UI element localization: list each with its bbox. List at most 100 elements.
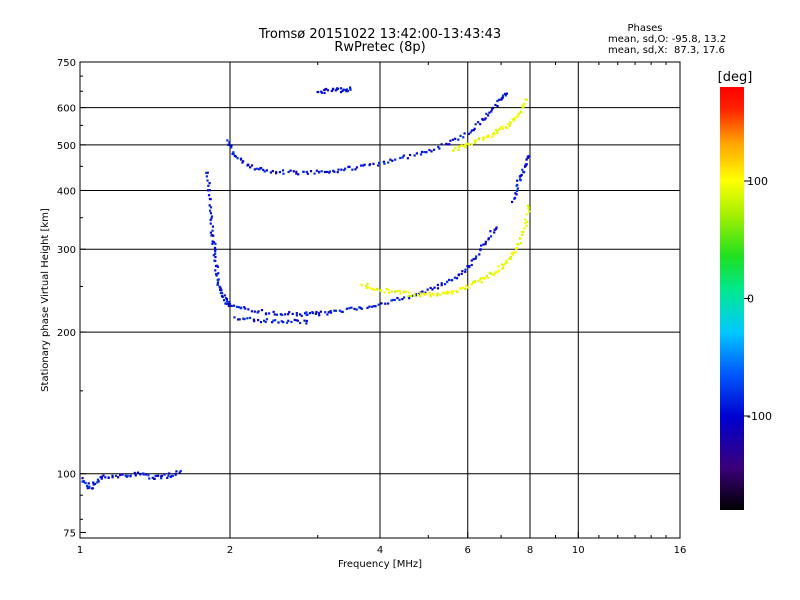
echo-point (227, 143, 230, 146)
echo-point (496, 99, 499, 103)
echo-point (216, 264, 219, 267)
echo-point (377, 303, 380, 306)
echo-point (404, 290, 407, 293)
echo-point (409, 294, 413, 298)
echo-point (252, 318, 256, 321)
echo-point (353, 307, 356, 311)
echo-point (142, 473, 145, 476)
echo-point (448, 143, 451, 146)
echo-point (494, 227, 498, 231)
echo-point (166, 476, 169, 479)
echo-point (117, 476, 120, 479)
echo-point (214, 269, 217, 272)
echo-point (160, 474, 164, 477)
echo-point (457, 138, 460, 141)
echo-point (484, 240, 487, 243)
y-tick-label: 100 (57, 470, 76, 481)
echo-point (487, 276, 490, 280)
echo-point (493, 271, 496, 275)
echo-point (211, 240, 214, 243)
echo-point (477, 137, 481, 140)
echo-point (212, 254, 215, 257)
echo-point (509, 122, 512, 125)
echo-point (421, 290, 424, 293)
echo-point (233, 316, 236, 319)
echo-point (451, 138, 455, 141)
echo-point (328, 170, 331, 173)
echo-point (438, 147, 441, 150)
x-tick-label: 1 (77, 545, 83, 556)
echo-point (208, 189, 211, 192)
echo-point (289, 169, 292, 172)
echo-point (449, 139, 452, 142)
echo-point (474, 141, 477, 144)
echo-point (329, 309, 332, 313)
echo-point (487, 114, 490, 117)
echo-point (214, 248, 217, 251)
echo-point (174, 472, 177, 476)
echo-point (508, 124, 511, 127)
echo-point (399, 156, 402, 160)
echo-point (88, 486, 91, 489)
echo-point (209, 231, 212, 234)
echo-point (451, 292, 454, 295)
echo-point (216, 278, 219, 281)
echo-point (384, 302, 387, 305)
echo-point (319, 310, 322, 313)
echo-point (513, 117, 516, 121)
echo-point (218, 285, 221, 288)
echo-point (460, 287, 464, 290)
echo-point (474, 257, 477, 260)
y-tick-label: 600 (57, 104, 76, 115)
echo-point (457, 148, 460, 152)
echo-point (264, 320, 267, 324)
echo-point (274, 319, 277, 322)
echo-point (462, 136, 465, 139)
echo-point (424, 291, 427, 294)
echo-point (232, 304, 236, 307)
echo-point (382, 160, 385, 163)
echo-point (271, 321, 274, 324)
echo-point (521, 103, 524, 107)
echo-point (218, 288, 222, 292)
echo-point (225, 300, 229, 303)
echo-point (209, 212, 213, 215)
echo-point (517, 243, 520, 246)
echo-point (211, 229, 214, 232)
echo-point (341, 310, 344, 314)
echo-point (453, 276, 456, 279)
echo-point (246, 317, 249, 320)
echo-point (272, 319, 275, 322)
echo-point (419, 153, 423, 156)
echo-point (317, 312, 321, 315)
echo-point (291, 312, 294, 316)
echo-point (406, 157, 409, 160)
echo-point (111, 476, 114, 479)
echo-point (262, 168, 265, 171)
echo-point (343, 169, 346, 172)
echo-point (236, 157, 239, 160)
echo-point (295, 170, 298, 173)
echo-point (303, 319, 306, 322)
echo-point (467, 132, 470, 136)
echo-point (387, 302, 390, 305)
echo-point (318, 314, 321, 317)
echo-point (302, 170, 305, 173)
legend-o-stats: mean, sd,O: -95.8, 13.2 (608, 34, 726, 45)
echo-point (519, 237, 522, 240)
echo-point (473, 280, 477, 283)
echo-point (479, 123, 482, 126)
echo-point (440, 282, 443, 285)
echo-point (485, 112, 488, 115)
y-axis: 75 100 200 300 400 500 600 750 (57, 58, 86, 539)
echo-point (320, 170, 323, 173)
echo-point (424, 292, 428, 296)
echo-point (459, 134, 462, 138)
echo-point (243, 306, 246, 309)
echo-point (88, 485, 91, 488)
echo-point (439, 293, 442, 296)
echo-point (510, 257, 513, 261)
echo-point (470, 259, 473, 262)
echo-point (483, 277, 486, 280)
echo-point (295, 311, 298, 315)
